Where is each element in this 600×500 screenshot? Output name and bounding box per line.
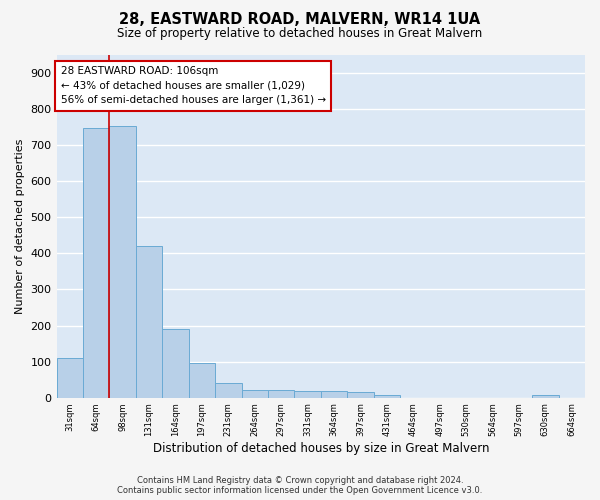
Bar [56,358,83,398]
Text: 28, EASTWARD ROAD, MALVERN, WR14 1UA: 28, EASTWARD ROAD, MALVERN, WR14 1UA [119,12,481,28]
Bar [268,390,295,398]
Text: Contains HM Land Registry data © Crown copyright and database right 2024.
Contai: Contains HM Land Registry data © Crown c… [118,476,482,495]
Bar [188,364,215,398]
Bar [215,384,242,398]
Text: 28 EASTWARD ROAD: 106sqm
← 43% of detached houses are smaller (1,029)
56% of sem: 28 EASTWARD ROAD: 106sqm ← 43% of detach… [61,66,326,106]
Bar [532,395,559,398]
Bar [109,126,136,398]
Bar [136,246,162,398]
Bar [242,390,268,398]
Bar [374,395,400,398]
Bar [83,128,109,398]
Bar [162,329,188,398]
Text: Size of property relative to detached houses in Great Malvern: Size of property relative to detached ho… [118,28,482,40]
Bar [295,391,321,398]
Bar [321,391,347,398]
X-axis label: Distribution of detached houses by size in Great Malvern: Distribution of detached houses by size … [152,442,489,455]
Y-axis label: Number of detached properties: Number of detached properties [15,138,25,314]
Bar [347,392,374,398]
